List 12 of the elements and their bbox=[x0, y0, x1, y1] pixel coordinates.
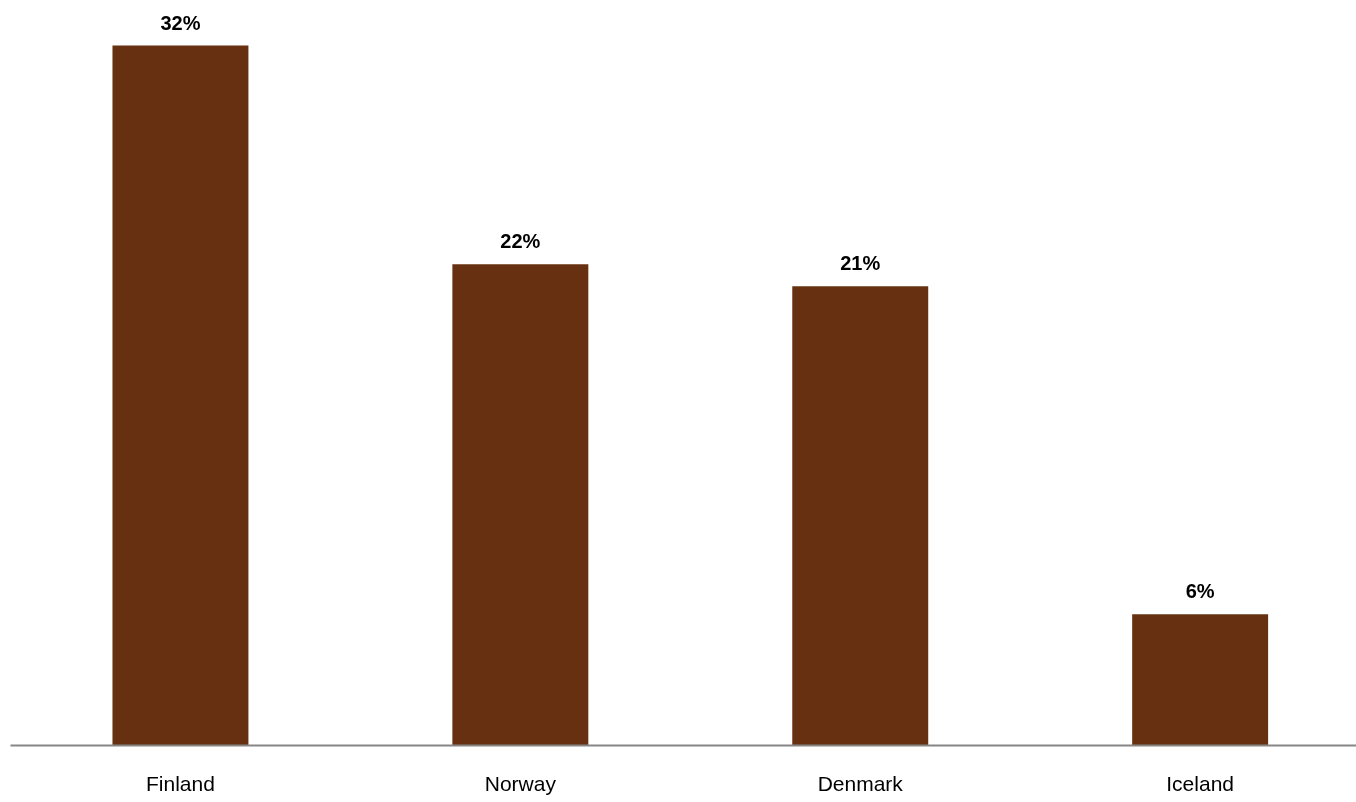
data-label: 6% bbox=[1185, 580, 1215, 603]
bar bbox=[1132, 614, 1269, 746]
data-label: 22% bbox=[500, 230, 541, 253]
bar bbox=[452, 264, 589, 746]
bar bbox=[112, 45, 249, 746]
x-tick-label: Norway bbox=[484, 771, 557, 795]
bar bbox=[792, 286, 929, 746]
data-label: 21% bbox=[840, 252, 881, 275]
x-tick-label: Iceland bbox=[1166, 771, 1235, 795]
x-tick-label: Denmark bbox=[817, 771, 904, 795]
x-tick-label: Finland bbox=[146, 771, 215, 795]
data-label: 32% bbox=[160, 11, 201, 34]
